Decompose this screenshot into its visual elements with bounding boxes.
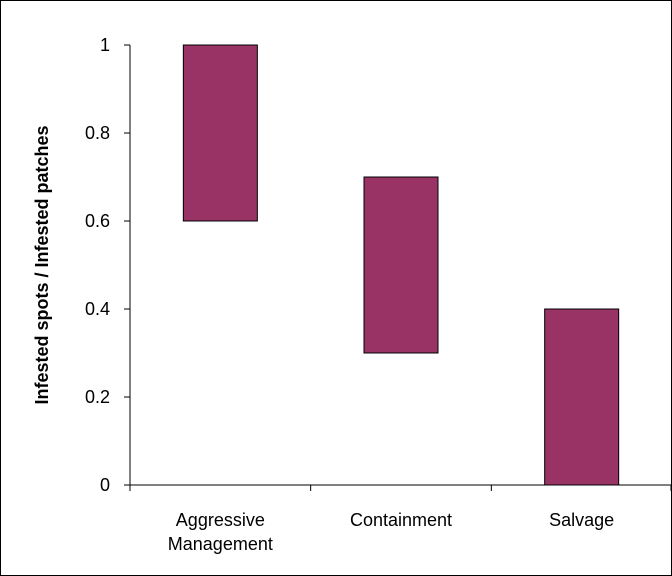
y-axis-title: Infested spots / Infested patches bbox=[32, 125, 52, 404]
y-tick-label: 0.2 bbox=[85, 387, 110, 407]
y-tick-label: 0 bbox=[100, 475, 110, 495]
y-tick-label: 0.4 bbox=[85, 299, 110, 319]
x-category-label: Management bbox=[168, 534, 273, 554]
range-bar bbox=[182, 44, 258, 222]
y-tick-label: 0.6 bbox=[85, 211, 110, 231]
category-labels: Aggressive Management Containment Salvage bbox=[168, 510, 614, 554]
y-tick-label: 0.8 bbox=[85, 123, 110, 143]
y-tick-label: 1 bbox=[100, 35, 110, 55]
y-ticks: 0 0.2 0.4 0.6 0.8 1 bbox=[85, 35, 130, 495]
range-bar bbox=[544, 308, 620, 486]
x-category-label: Salvage bbox=[549, 510, 614, 530]
x-category-label: Aggressive bbox=[176, 510, 265, 530]
x-ticks bbox=[129, 485, 672, 491]
range-bar bbox=[363, 176, 439, 354]
bars bbox=[182, 44, 620, 486]
x-category-label: Containment bbox=[350, 510, 452, 530]
y-axis-title-group: Infested spots / Infested patches bbox=[32, 125, 52, 404]
